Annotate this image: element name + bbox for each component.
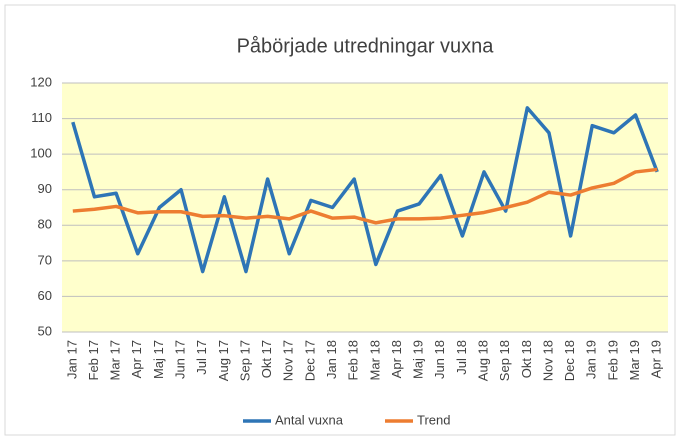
- y-tick-label: 70: [38, 252, 52, 267]
- x-tick-label: Apr 19: [649, 340, 664, 378]
- x-tick-label: Okt 17: [259, 340, 274, 378]
- x-tick-label: Mar 18: [367, 340, 382, 380]
- x-tick-label: Jun 17: [172, 340, 187, 379]
- x-tick-label: Jan 19: [584, 340, 599, 379]
- x-tick-label: Mar 19: [627, 340, 642, 380]
- x-tick-label: Jun 18: [432, 340, 447, 379]
- y-tick-label: 50: [38, 323, 52, 338]
- x-tick-label: Okt 18: [519, 340, 534, 378]
- x-tick-label: Sep 18: [497, 340, 512, 381]
- x-tick-label: Maj 17: [151, 340, 166, 379]
- x-tick-label: Dec 18: [562, 340, 577, 381]
- x-tick-label: Jul 18: [454, 340, 469, 375]
- x-tick-label: Aug 18: [475, 340, 490, 381]
- x-tick-label: Feb 19: [605, 340, 620, 380]
- x-tick-label: Feb 17: [86, 340, 101, 380]
- x-tick-label: Apr 17: [129, 340, 144, 378]
- legend-label: Antal vuxna: [275, 412, 344, 427]
- y-tick-label: 60: [38, 288, 52, 303]
- y-tick-label: 120: [30, 74, 52, 89]
- plot-area: [62, 83, 668, 332]
- y-tick-label: 80: [38, 217, 52, 232]
- x-tick-label: Apr 18: [389, 340, 404, 378]
- y-tick-label: 90: [38, 181, 52, 196]
- chart-title: Påbörjade utredningar vuxna: [237, 35, 495, 57]
- x-tick-label: Nov 18: [540, 340, 555, 381]
- x-tick-label: Nov 17: [281, 340, 296, 381]
- line-series: [72, 167, 658, 225]
- y-tick-label: 100: [30, 146, 52, 161]
- x-tick-label: Jul 17: [194, 340, 209, 375]
- legend-label: Trend: [417, 412, 450, 427]
- y-tick-label: 110: [31, 110, 52, 125]
- x-tick-label: Maj 19: [411, 340, 426, 379]
- x-tick-label: Jan 18: [324, 340, 339, 379]
- x-tick-label: Feb 18: [346, 340, 361, 380]
- x-tick-label: Sep 17: [237, 340, 252, 381]
- x-tick-label: Mar 17: [108, 340, 123, 380]
- x-tick-label: Aug 17: [216, 340, 231, 381]
- x-tick-label: Jan 17: [64, 340, 79, 379]
- x-tick-label: Dec 17: [302, 340, 317, 381]
